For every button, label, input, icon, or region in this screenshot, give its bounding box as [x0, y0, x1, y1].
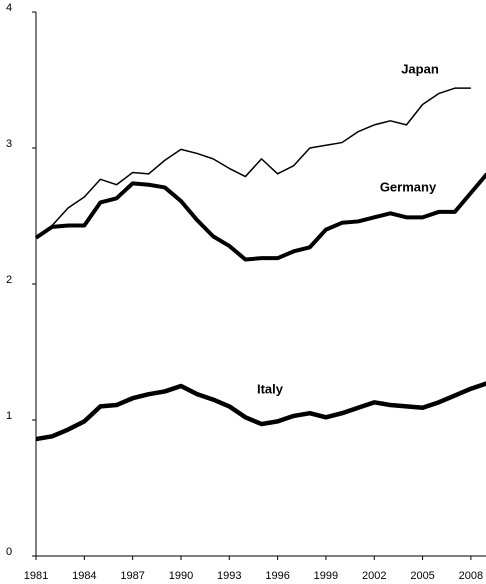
y-tick-label: 0 [6, 546, 12, 558]
y-tick-label: 4 [6, 2, 12, 14]
series-label: Germany [380, 179, 437, 194]
line-series [34, 172, 486, 262]
x-tick-label: 2005 [410, 570, 434, 582]
y-tick-label: 3 [6, 138, 12, 150]
x-tick-label: 1996 [265, 570, 289, 582]
x-tick-label: 1993 [217, 570, 241, 582]
x-tick-label: 2008 [459, 570, 483, 582]
x-tick-label: 1999 [314, 570, 338, 582]
x-tick-label: 2002 [362, 570, 386, 582]
x-tick-label: 1981 [24, 570, 48, 582]
x-tick-label: 1984 [72, 570, 96, 582]
series-label: Italy [257, 381, 284, 396]
x-tick-label: 1990 [169, 570, 193, 582]
line-series [35, 381, 486, 442]
line-series [35, 87, 471, 239]
x-tick-label: 1987 [120, 570, 144, 582]
y-tick-label: 2 [6, 274, 12, 286]
series-label: Japan [401, 61, 439, 76]
y-tick-label: 1 [6, 410, 12, 422]
